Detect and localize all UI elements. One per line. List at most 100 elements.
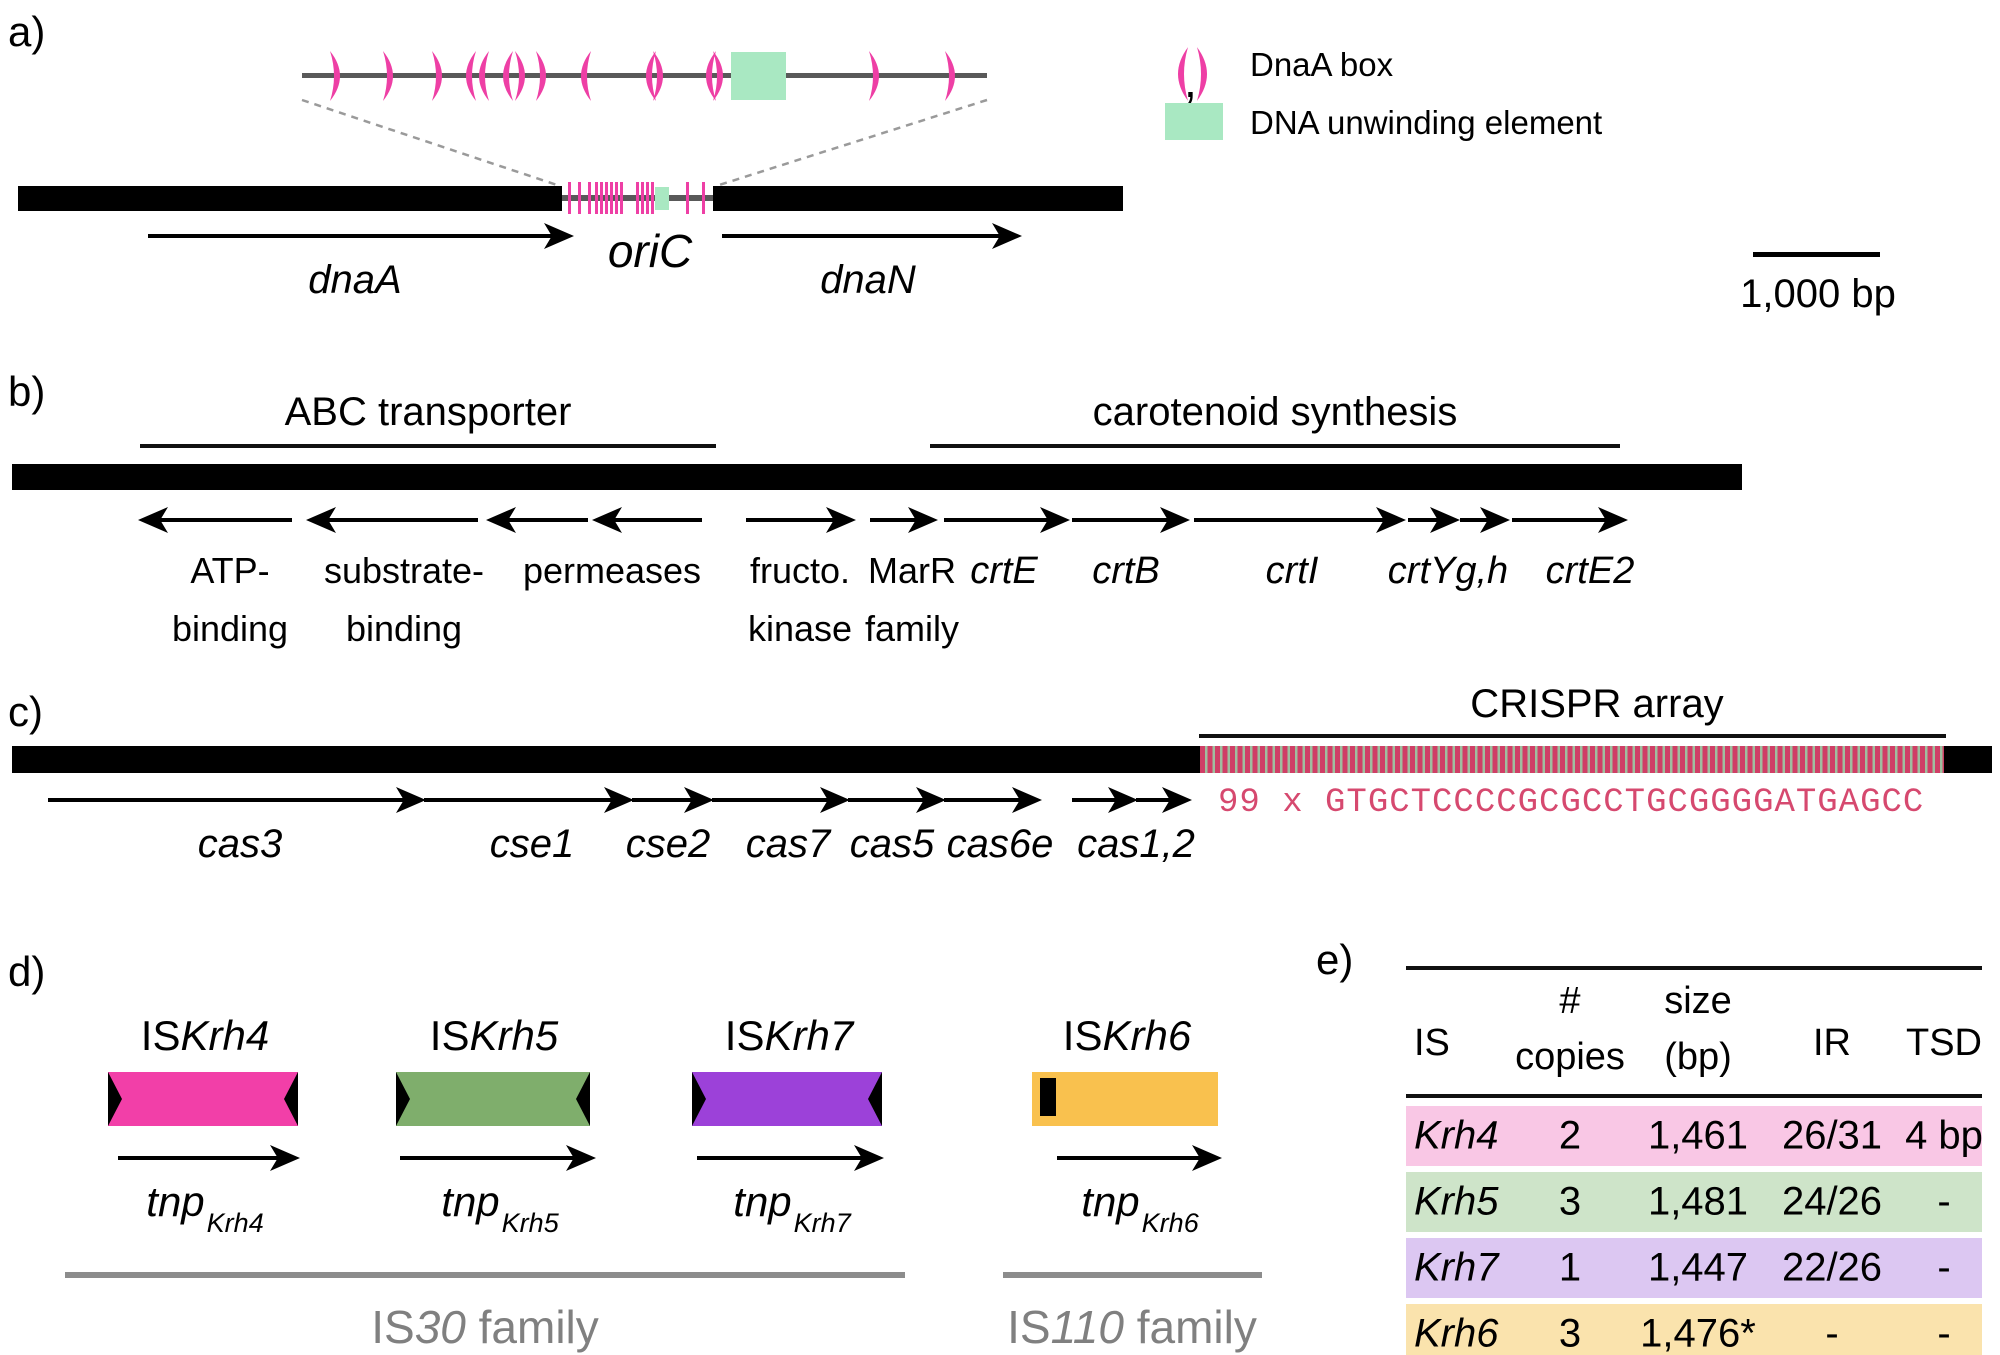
arrow-shaft bbox=[944, 518, 1052, 522]
inverted-repeat-notch-icon bbox=[396, 1072, 410, 1126]
inverted-repeat-notch-icon bbox=[108, 1072, 122, 1126]
arrow-shaft bbox=[1460, 518, 1492, 522]
is-element-box bbox=[108, 1072, 298, 1126]
label-run: IS bbox=[371, 1301, 415, 1353]
col-header-is: IS bbox=[1414, 1022, 1450, 1064]
oric-dnaa-tick bbox=[610, 182, 613, 214]
is-element-box bbox=[692, 1072, 882, 1126]
is-element-box bbox=[1032, 1072, 1218, 1126]
arrow-shaft bbox=[1072, 518, 1172, 522]
tnp-text: tnp bbox=[1081, 1178, 1140, 1225]
is-element-title: ISKrh4 bbox=[141, 1012, 269, 1060]
gene-label: binding bbox=[345, 608, 463, 649]
arrow-shaft bbox=[504, 518, 588, 522]
crispr-overline bbox=[1199, 734, 1946, 738]
gene-arrow bbox=[138, 505, 292, 535]
scale-bar-line bbox=[1753, 252, 1880, 257]
arrow-shaft bbox=[1136, 798, 1174, 802]
dnaa-box-icon bbox=[330, 51, 340, 101]
cas1,2-gene-arrow bbox=[1072, 785, 1138, 815]
dnaa-box-icon bbox=[713, 51, 723, 101]
cas3-gene-label: cas3 bbox=[197, 822, 283, 866]
cse2-gene-arrow bbox=[632, 785, 714, 815]
group-underline bbox=[930, 444, 1620, 448]
panel-a-label: a) bbox=[8, 8, 46, 55]
oric-dnaa-tick bbox=[636, 182, 639, 214]
scale-bar-label: 1,000 bp bbox=[1740, 272, 1896, 316]
cell-tsd: - bbox=[1937, 1179, 1951, 1224]
col-header-tsd: TSD bbox=[1906, 1022, 1982, 1064]
arrow-shaft bbox=[712, 798, 832, 802]
tnp-text: tnp bbox=[146, 1178, 205, 1225]
dnaa-box-icon bbox=[945, 51, 955, 101]
cell-is-name: Krh4 bbox=[1414, 1113, 1499, 1158]
gene-arrow bbox=[1408, 505, 1460, 535]
is-inner-marker bbox=[1040, 1078, 1056, 1116]
tnp-text: tnp bbox=[441, 1178, 500, 1225]
tnp-gene-label: tnpKrh7 bbox=[733, 1178, 850, 1238]
col-header-copies: # bbox=[1559, 980, 1581, 1022]
is-element-box bbox=[396, 1072, 590, 1126]
label-run: IS bbox=[724, 1012, 765, 1059]
dnaa-box-icon bbox=[581, 51, 591, 101]
cas6e-gene-label: cas6e bbox=[946, 822, 1054, 866]
tnp-text: tnp bbox=[733, 1178, 792, 1225]
oric-dnaa-tick bbox=[605, 182, 608, 214]
cell-is-name: Krh6 bbox=[1414, 1311, 1499, 1355]
cell-copies: 1 bbox=[1558, 1245, 1582, 1290]
is-family-label: IS110 family bbox=[1007, 1300, 1257, 1354]
chromosome-bar-right bbox=[713, 186, 1123, 211]
gene-arrow bbox=[486, 505, 588, 535]
gene-label: ATP- bbox=[190, 550, 270, 591]
arrow-shaft bbox=[424, 798, 616, 802]
arrow-shaft bbox=[324, 518, 478, 522]
gene-label: crtB bbox=[1092, 550, 1160, 592]
panel-d-label: d) bbox=[8, 948, 46, 995]
legend-dnaa-box-label: DnaA box bbox=[1250, 46, 1394, 83]
cas6e-gene-arrow bbox=[944, 785, 1042, 815]
cas1,2-gene-arrow bbox=[1136, 785, 1192, 815]
gene-label: family bbox=[864, 608, 960, 649]
dnaa-box-icon bbox=[536, 51, 546, 101]
cell-copies: 2 bbox=[1558, 1113, 1582, 1158]
gene-arrow bbox=[1460, 505, 1510, 535]
tnp-gene-arrow bbox=[400, 1143, 596, 1173]
cas3-gene-arrow bbox=[48, 785, 426, 815]
inverted-repeat-notch-icon bbox=[284, 1072, 298, 1126]
oric-dnaa-tick bbox=[641, 182, 644, 214]
inverted-repeat-notch-icon bbox=[692, 1072, 706, 1126]
gene-label: crtI bbox=[1265, 550, 1319, 592]
table-row: Krh7 1 1,447 22/26 - bbox=[1406, 1238, 1982, 1298]
dnaA-gene-arrow bbox=[148, 221, 574, 251]
oric-dnaa-tick bbox=[651, 182, 654, 214]
cell-tsd: - bbox=[1937, 1245, 1951, 1290]
is-element-title: ISKrh5 bbox=[430, 1012, 558, 1060]
gene-label: substrate- bbox=[323, 550, 485, 591]
dnaN-gene-label: dnaN bbox=[820, 258, 916, 302]
arrow-shaft bbox=[1408, 518, 1442, 522]
col-header-copies: copies bbox=[1515, 1036, 1625, 1078]
cell-is-name: Krh5 bbox=[1414, 1179, 1499, 1224]
tnp-gene-arrow bbox=[697, 1143, 884, 1173]
cell-tsd: - bbox=[1937, 1311, 1951, 1355]
cell-size: 1,481 bbox=[1647, 1179, 1749, 1224]
table-row: Krh4 2 1,461 26/31 4 bp bbox=[1406, 1106, 1983, 1166]
oric-dnaa-tick bbox=[646, 182, 649, 214]
tnp-gene-arrow bbox=[1057, 1143, 1222, 1173]
crispr-repeat-sequence: 99 x GTGCTCCCCGCGCCTGCGGGGATGAGCC bbox=[1218, 784, 1925, 822]
label-run: 30 bbox=[414, 1301, 466, 1353]
legend-dnaa-box-icon bbox=[1197, 47, 1207, 101]
arrow-shaft bbox=[610, 518, 702, 522]
legend-dna-unwinding-label: DNA unwinding element bbox=[1250, 104, 1603, 141]
group-underline bbox=[140, 444, 716, 448]
tnp-gene-label: tnpKrh4 bbox=[146, 1178, 263, 1238]
dnaa-box-icon bbox=[479, 51, 489, 101]
cell-ir: - bbox=[1825, 1311, 1839, 1355]
inverted-repeat-notch-icon bbox=[868, 1072, 882, 1126]
cas5-gene-arrow bbox=[848, 785, 946, 815]
gene-arrow bbox=[944, 505, 1070, 535]
oric-dnaa-tick bbox=[600, 182, 603, 214]
oric-label: oriC bbox=[607, 225, 693, 277]
arrow-shaft bbox=[118, 1156, 282, 1160]
